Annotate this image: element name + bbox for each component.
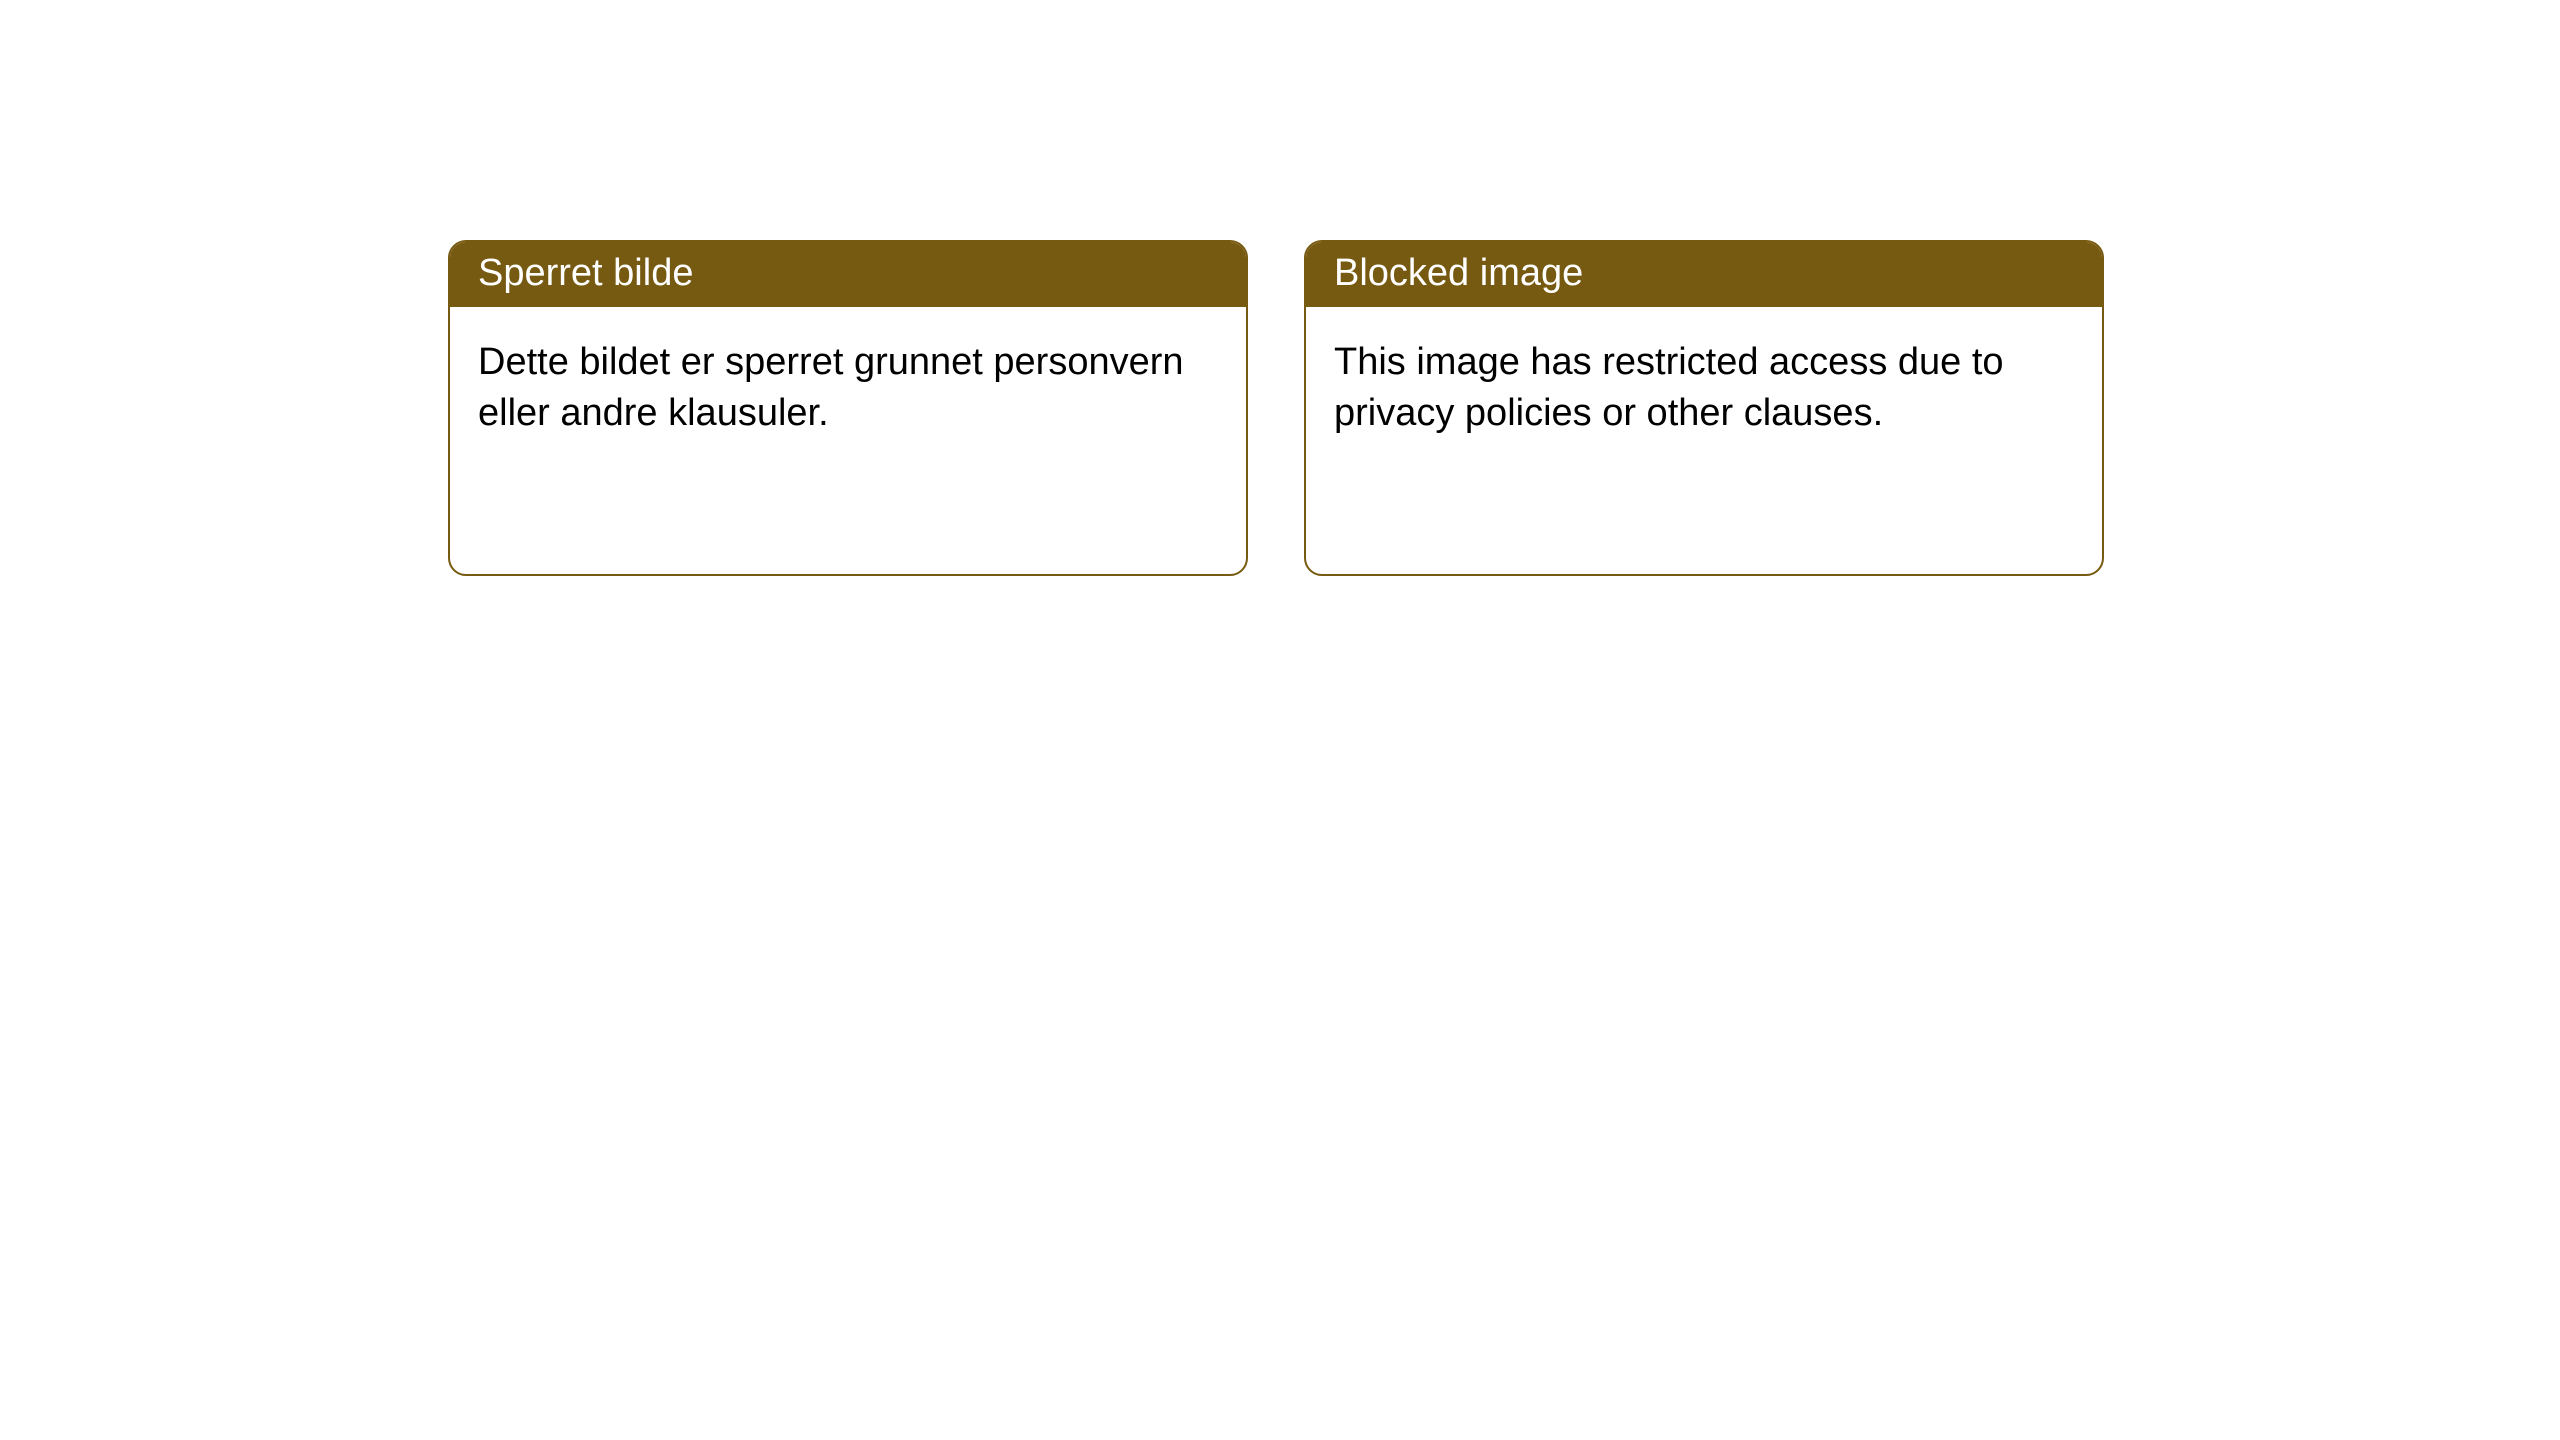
notice-card-no: Sperret bilde Dette bildet er sperret gr… [448,240,1248,576]
notice-body-en: This image has restricted access due to … [1306,307,2102,470]
notice-container: Sperret bilde Dette bildet er sperret gr… [0,0,2560,576]
notice-title-no: Sperret bilde [450,242,1246,307]
notice-title-en: Blocked image [1306,242,2102,307]
notice-body-no: Dette bildet er sperret grunnet personve… [450,307,1246,470]
notice-card-en: Blocked image This image has restricted … [1304,240,2104,576]
